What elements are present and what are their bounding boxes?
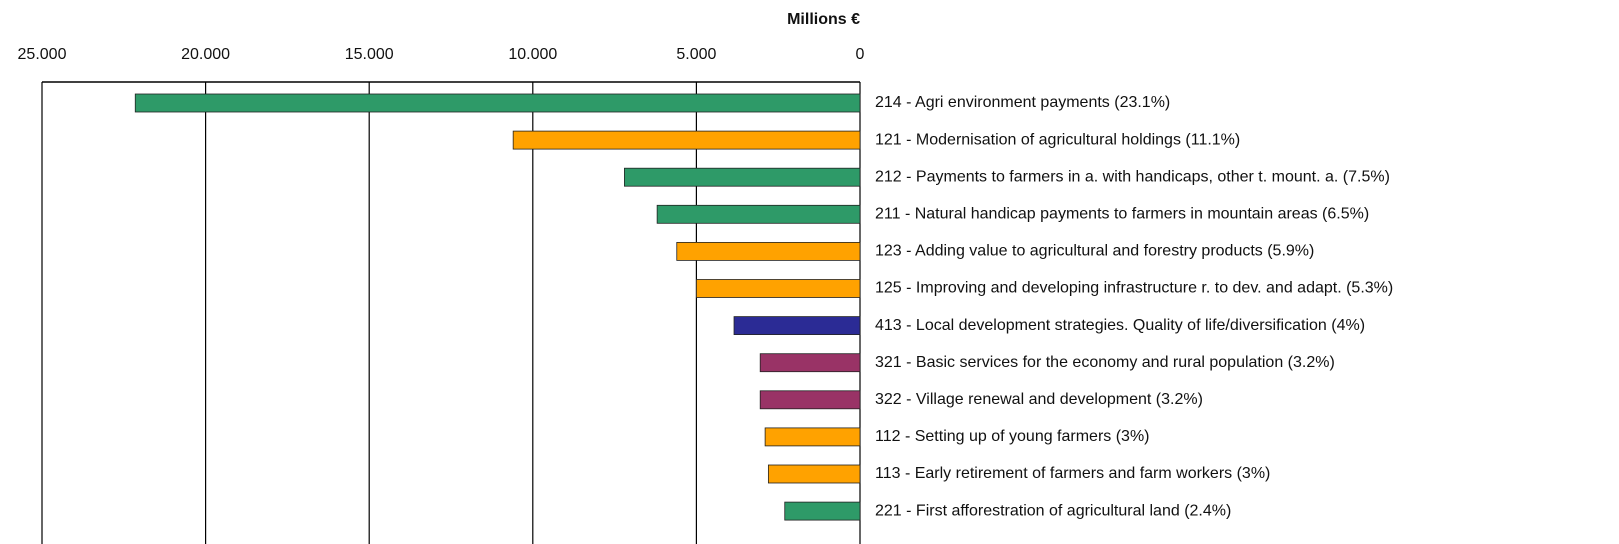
category-label: 322 - Village renewal and development (3… xyxy=(875,391,1203,408)
bar xyxy=(676,241,861,261)
category-label: 413 - Local development strategies. Qual… xyxy=(875,317,1365,334)
x-tick-label: 25.000 xyxy=(18,46,67,63)
x-tick-label: 10.000 xyxy=(508,46,557,63)
bar xyxy=(656,204,861,224)
category-label: 321 - Basic services for the economy and… xyxy=(875,354,1335,371)
category-label: 211 - Natural handicap payments to farme… xyxy=(875,206,1369,223)
category-label: 125 - Improving and developing infrastru… xyxy=(875,280,1393,297)
x-tick-label: 5.000 xyxy=(676,46,716,63)
bar xyxy=(767,464,861,484)
category-label: 212 - Payments to farmers in a. with han… xyxy=(875,168,1390,185)
category-label: 123 - Adding value to agricultural and f… xyxy=(875,243,1314,260)
bar xyxy=(759,353,861,373)
bar xyxy=(512,130,861,150)
x-tick-label: 0 xyxy=(856,46,865,63)
axis-label: Millions € xyxy=(787,11,860,28)
category-label: 113 - Early retirement of farmers and fa… xyxy=(875,465,1270,482)
bar xyxy=(696,279,861,298)
bar xyxy=(759,390,861,410)
category-label: 121 - Modernisation of agricultural hold… xyxy=(875,131,1240,148)
bar xyxy=(784,501,861,521)
x-tick-label: 20.000 xyxy=(181,46,230,63)
bar xyxy=(624,167,861,187)
bar xyxy=(733,316,861,336)
bar xyxy=(764,427,861,447)
category-label: 221 - First afforestration of agricultur… xyxy=(875,502,1231,519)
x-tick-label: 15.000 xyxy=(345,46,394,63)
category-label: 112 - Setting up of young farmers (3%) xyxy=(875,428,1150,445)
category-label: 214 - Agri environment payments (23.1%) xyxy=(875,94,1170,111)
bar xyxy=(134,93,861,113)
